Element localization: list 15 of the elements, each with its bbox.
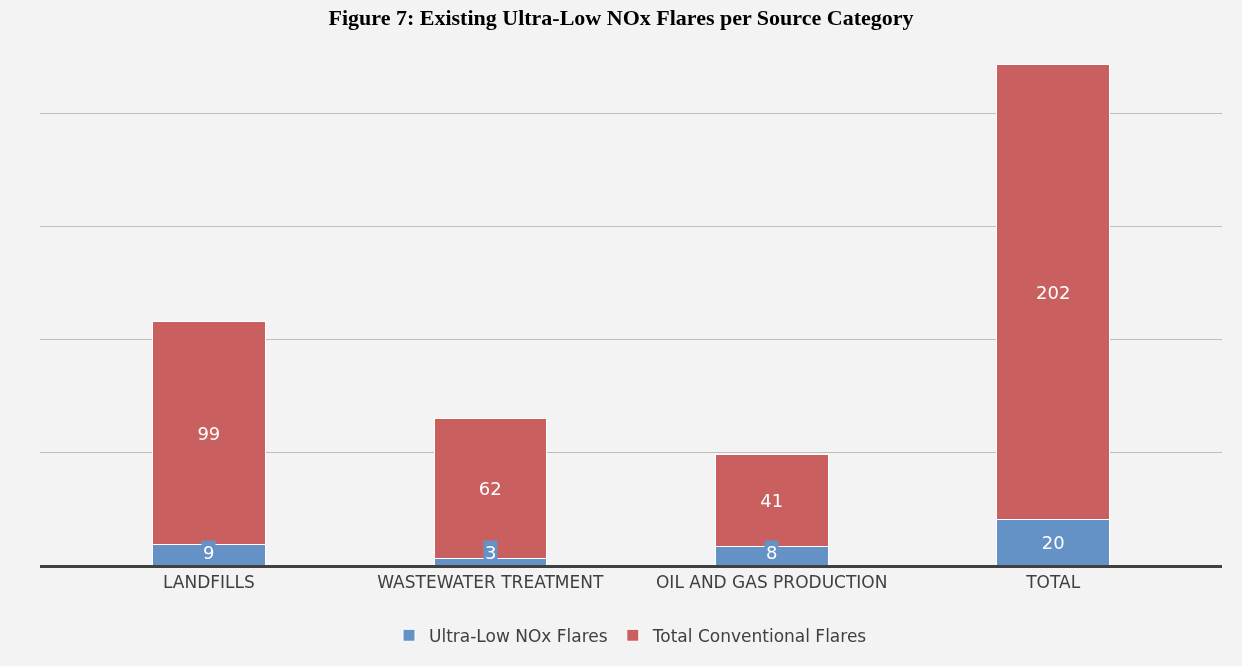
data-label: 3	[485, 542, 497, 563]
data-label: 20	[1041, 531, 1065, 553]
x-tick-label: WASTEWATER TREATMENT	[377, 572, 604, 593]
data-label: 62	[478, 477, 502, 499]
data-label: 99	[197, 422, 221, 444]
legend-label: Ultra-Low NOx Flares	[429, 625, 608, 646]
x-tick-label: OIL AND GAS PRODUCTION	[655, 572, 888, 593]
legend-label: Total Conventional Flares	[651, 625, 867, 646]
data-label: 8	[766, 542, 778, 563]
x-tick-label: LANDFILLS	[162, 572, 255, 593]
data-label: 9	[203, 542, 215, 563]
chart-title: Figure 7: Existing Ultra-Low NOx Flares per Source Category	[328, 5, 914, 31]
data-label: 202	[1035, 281, 1071, 303]
data-label: 41	[760, 490, 784, 512]
x-tick-label: TOTAL	[1025, 572, 1081, 593]
